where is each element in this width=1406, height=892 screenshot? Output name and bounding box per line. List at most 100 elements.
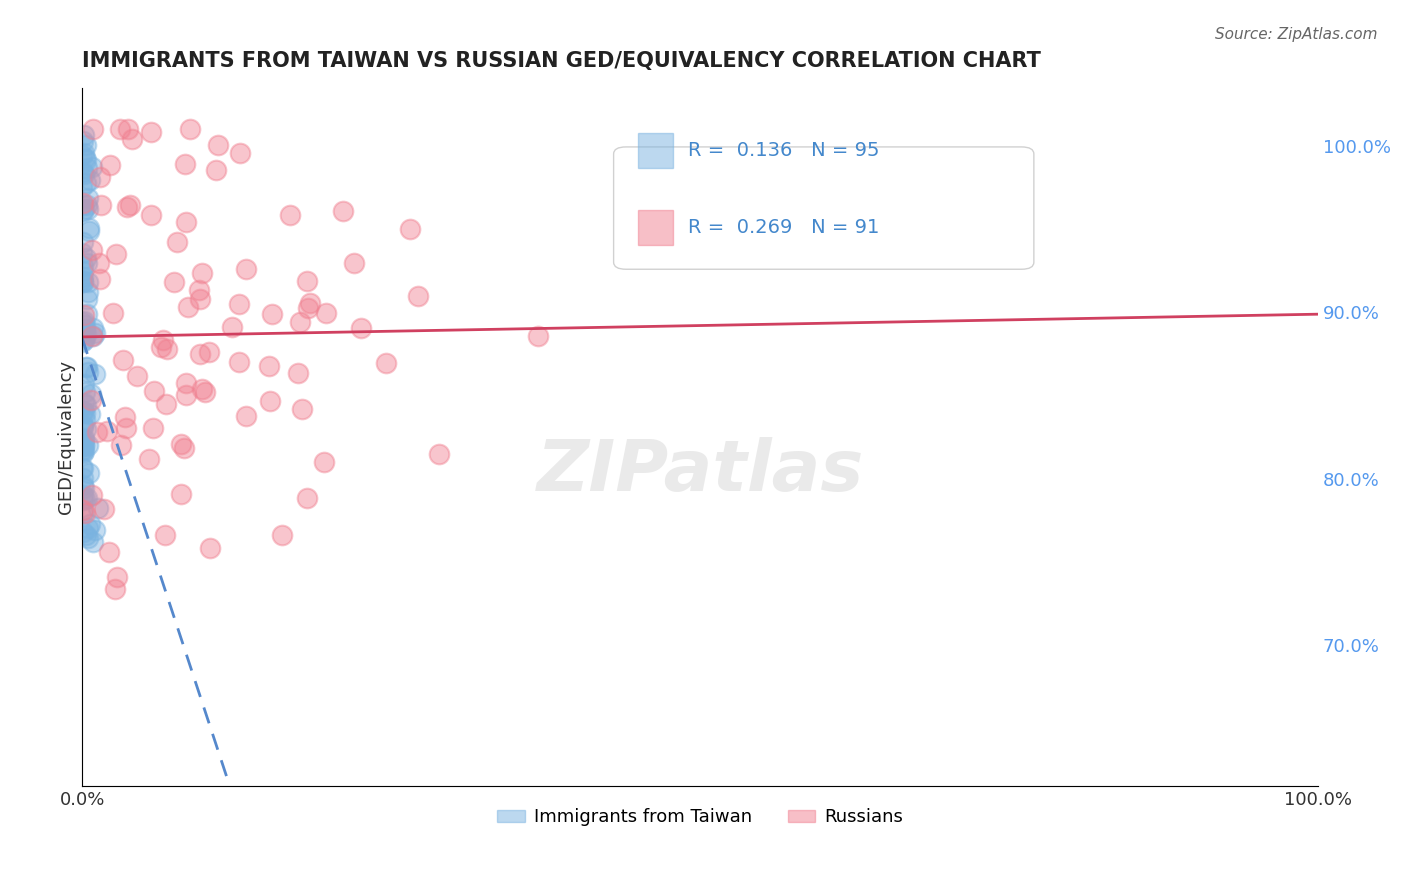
- Point: [142, 420, 165, 434]
- Y-axis label: GED/Equivalency: GED/Equivalency: [58, 360, 75, 514]
- Point: [141, 125, 163, 139]
- Point: [73, 413, 96, 427]
- Point: [75, 527, 97, 541]
- Point: [73, 167, 96, 181]
- Point: [259, 393, 281, 408]
- Point: [76, 161, 98, 175]
- Point: [72, 275, 94, 289]
- Point: [170, 487, 193, 501]
- Point: [73, 406, 96, 420]
- Point: [76, 202, 98, 217]
- Point: [408, 289, 430, 303]
- Point: [73, 444, 96, 458]
- Point: [76, 360, 98, 375]
- Point: [72, 128, 94, 142]
- Point: [290, 316, 312, 330]
- Point: [75, 251, 97, 265]
- Point: [72, 481, 94, 495]
- Point: [127, 369, 149, 384]
- FancyBboxPatch shape: [638, 133, 673, 168]
- Point: [297, 301, 319, 315]
- Point: [121, 131, 143, 145]
- Point: [72, 442, 94, 457]
- Point: [114, 409, 136, 424]
- Point: [70, 460, 93, 475]
- Point: [73, 314, 96, 328]
- Point: [82, 535, 104, 549]
- Point: [101, 306, 124, 320]
- Point: [86, 425, 108, 439]
- Point: [77, 224, 100, 238]
- Point: [96, 424, 118, 438]
- Point: [228, 355, 250, 369]
- Point: [72, 275, 94, 289]
- Point: [70, 434, 93, 449]
- Point: [72, 259, 94, 273]
- Point: [194, 385, 217, 400]
- Point: [72, 148, 94, 162]
- Point: [72, 443, 94, 458]
- Point: [72, 269, 94, 284]
- Point: [97, 545, 120, 559]
- Point: [315, 306, 337, 320]
- Point: [73, 506, 96, 520]
- Point: [77, 521, 100, 535]
- Point: [163, 275, 186, 289]
- Point: [72, 180, 94, 194]
- Point: [72, 419, 94, 434]
- Point: [82, 122, 104, 136]
- Text: R =  0.269   N = 91: R = 0.269 N = 91: [688, 218, 879, 236]
- Point: [72, 263, 94, 277]
- Point: [143, 384, 166, 398]
- Point: [72, 198, 94, 212]
- Point: [112, 352, 135, 367]
- Point: [115, 421, 138, 435]
- Point: [89, 170, 111, 185]
- Point: [79, 173, 101, 187]
- Point: [72, 235, 94, 250]
- Point: [104, 582, 127, 596]
- Point: [156, 343, 179, 357]
- Point: [398, 222, 420, 236]
- Point: [179, 122, 201, 136]
- Point: [79, 516, 101, 531]
- Point: [207, 137, 229, 152]
- Point: [79, 466, 101, 480]
- Point: [75, 326, 97, 341]
- Point: [72, 377, 94, 392]
- Point: [82, 320, 104, 334]
- Point: [73, 322, 96, 336]
- Point: [76, 531, 98, 545]
- Point: [72, 245, 94, 260]
- Point: [174, 388, 197, 402]
- Point: [87, 500, 110, 515]
- Point: [72, 503, 94, 517]
- Point: [105, 570, 128, 584]
- Point: [155, 397, 177, 411]
- Point: [73, 333, 96, 347]
- Point: [76, 198, 98, 212]
- Point: [90, 197, 112, 211]
- Point: [257, 359, 280, 374]
- Point: [80, 392, 103, 407]
- Point: [173, 157, 195, 171]
- Point: [312, 455, 335, 469]
- Point: [72, 488, 94, 502]
- Point: [108, 122, 131, 136]
- Point: [80, 387, 103, 401]
- Point: [229, 146, 252, 161]
- Point: [375, 356, 398, 370]
- Point: [221, 319, 243, 334]
- Point: [291, 401, 314, 416]
- Point: [149, 340, 172, 354]
- Point: [80, 488, 103, 502]
- Point: [75, 398, 97, 412]
- Point: [72, 471, 94, 485]
- Point: [72, 438, 94, 452]
- Point: [295, 274, 318, 288]
- Point: [72, 460, 94, 475]
- Point: [72, 334, 94, 349]
- Point: [73, 439, 96, 453]
- Point: [166, 235, 188, 250]
- Point: [191, 267, 214, 281]
